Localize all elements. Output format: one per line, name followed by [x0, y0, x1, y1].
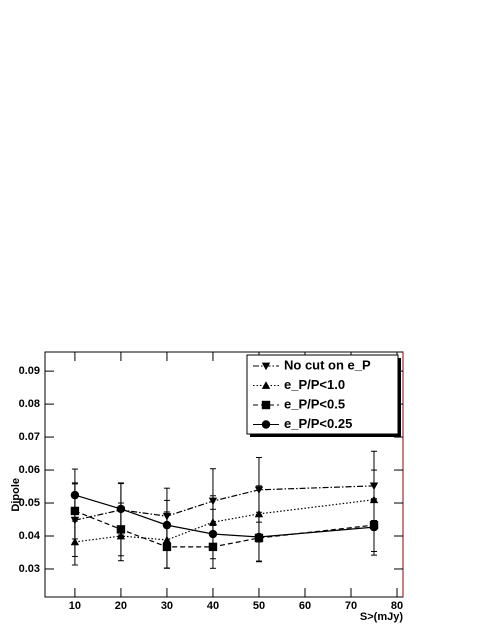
marker [162, 520, 172, 530]
series-line [74, 494, 375, 538]
marker [261, 400, 271, 410]
marker [208, 529, 218, 539]
x-axis-label: S>(mJy) [360, 611, 403, 623]
marker [261, 362, 271, 371]
series-line [74, 485, 375, 521]
marker [70, 537, 80, 546]
marker [116, 504, 126, 514]
marker [261, 381, 271, 389]
x-tick-label: 80 [391, 600, 403, 612]
x-tick-label: 50 [253, 600, 265, 612]
legend-label: e_P/P<0.25 [284, 416, 352, 431]
x-tick-label: 40 [207, 600, 219, 612]
legend-label: No cut on e_P [284, 357, 371, 372]
legend-box [246, 354, 399, 435]
marker [261, 420, 271, 429]
y-axis-label: Dipole [10, 478, 22, 512]
x-tick-label: 70 [345, 600, 357, 612]
y-tick-label: 0.09 [19, 365, 40, 377]
legend: No cut on e_P e_P/P<1.0 e_P/P<0.5 e_P/P<0.2… [246, 354, 401, 437]
marker [254, 532, 264, 542]
marker [369, 522, 379, 532]
y-tick-label: 0.04 [19, 530, 41, 542]
x-tick-label: 10 [69, 600, 81, 612]
y-tick-label: 0.03 [19, 563, 40, 575]
y-tick-label: 0.07 [19, 431, 40, 443]
marker [70, 490, 80, 500]
legend-label: e_P/P<0.5 [284, 396, 345, 411]
y-tick-label: 0.05 [19, 497, 40, 509]
x-tick-label: 60 [299, 600, 311, 612]
y-tick-label: 0.06 [19, 464, 40, 476]
y-tick-label: 0.08 [19, 398, 40, 410]
legend-label: e_P/P<1.0 [284, 377, 345, 392]
x-tick-label: 30 [161, 600, 173, 612]
x-tick-label: 20 [115, 600, 127, 612]
series-line [74, 499, 375, 543]
